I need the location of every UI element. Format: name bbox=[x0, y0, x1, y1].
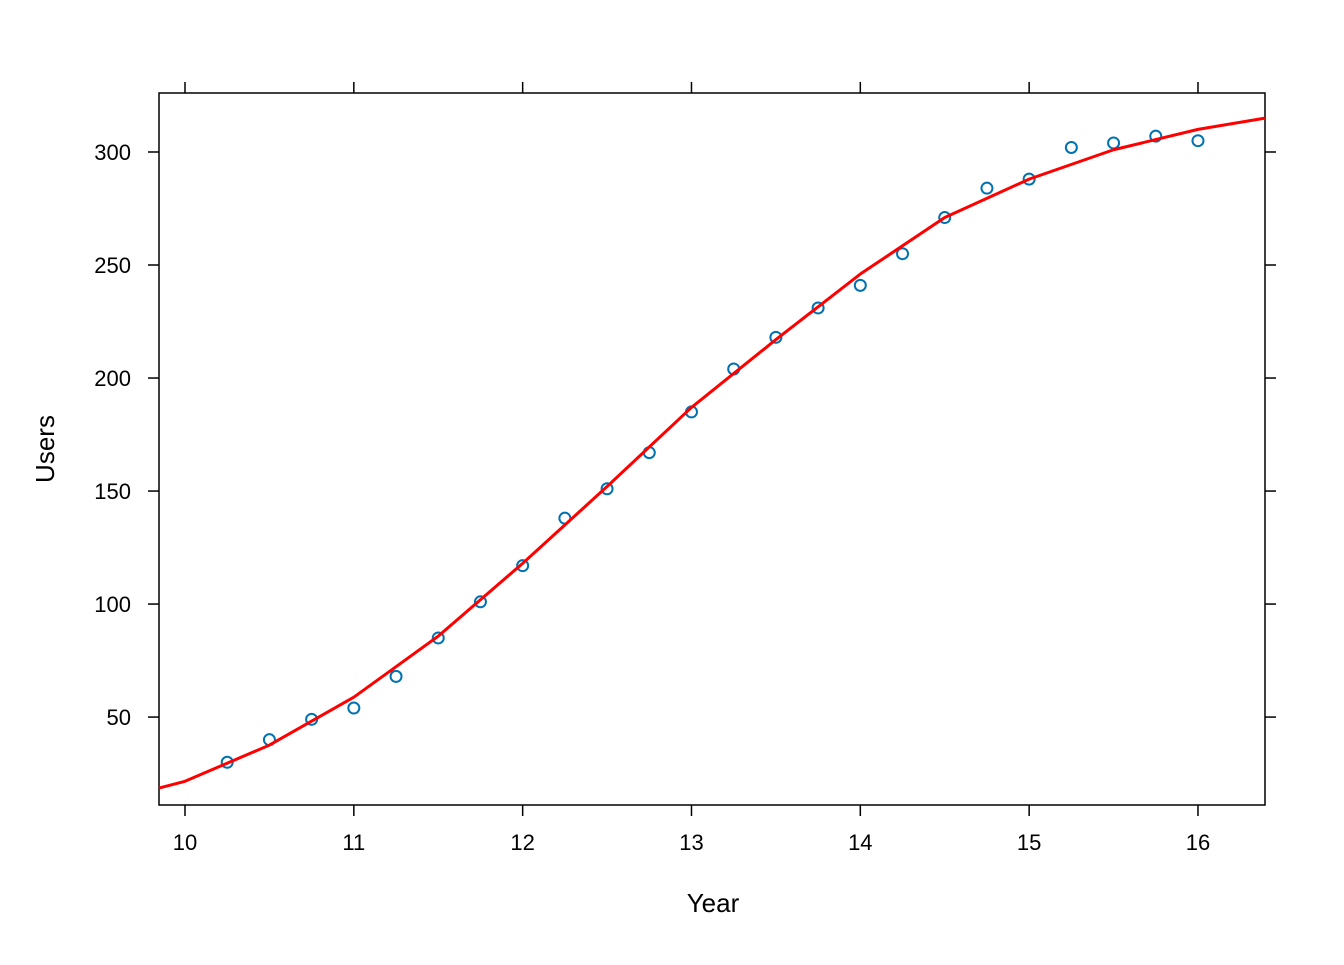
point bbox=[938, 211, 952, 225]
point bbox=[516, 559, 530, 573]
fit-line bbox=[158, 116, 1266, 790]
y-tick-label: 250 bbox=[94, 253, 131, 278]
x-tick-label: 15 bbox=[1017, 830, 1041, 855]
plot-frame bbox=[158, 92, 1266, 806]
point bbox=[1107, 136, 1121, 150]
point bbox=[811, 301, 825, 315]
x-tick-label: 16 bbox=[1186, 830, 1210, 855]
point bbox=[1191, 134, 1205, 148]
x-tick-label: 10 bbox=[173, 830, 197, 855]
x-tick-label: 14 bbox=[848, 830, 872, 855]
y-tick-label: 200 bbox=[94, 366, 131, 391]
point bbox=[1149, 129, 1163, 143]
point bbox=[980, 181, 994, 195]
x-tick-label: 11 bbox=[342, 830, 365, 855]
point bbox=[389, 669, 403, 683]
y-axis-label: Users bbox=[30, 415, 60, 483]
x-tick-label: 13 bbox=[679, 830, 703, 855]
point bbox=[600, 482, 614, 496]
point bbox=[431, 631, 445, 645]
y-tick-label: 300 bbox=[94, 140, 131, 165]
point bbox=[473, 595, 487, 609]
point bbox=[896, 247, 910, 261]
y-tick-label: 100 bbox=[94, 592, 131, 617]
point bbox=[1022, 172, 1036, 186]
y-tick-label: 50 bbox=[107, 705, 131, 730]
point bbox=[1064, 140, 1078, 154]
point bbox=[347, 701, 361, 715]
x-tick-label: 12 bbox=[510, 830, 534, 855]
x-axis-label: Year bbox=[687, 888, 740, 918]
y-tick-label: 150 bbox=[94, 479, 131, 504]
point bbox=[769, 330, 783, 344]
point bbox=[853, 278, 867, 292]
